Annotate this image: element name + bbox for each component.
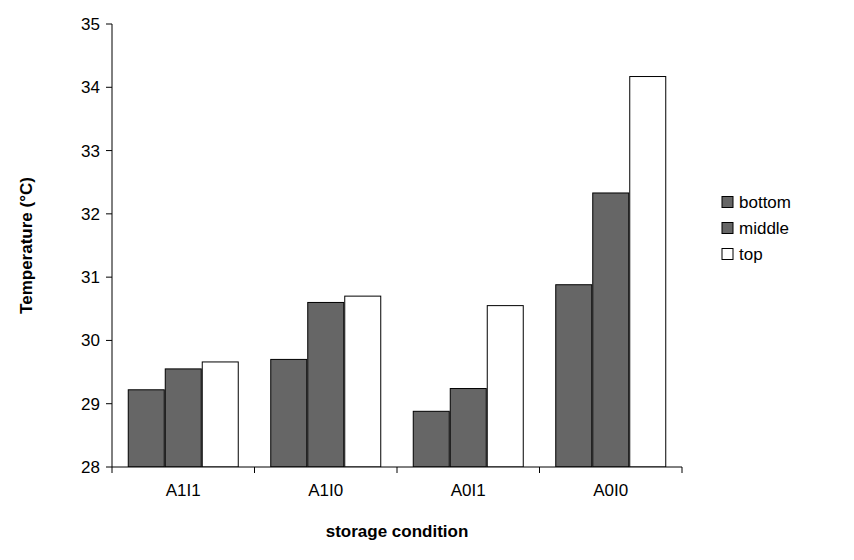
- y-tick: [106, 87, 112, 88]
- bar: [345, 296, 381, 467]
- bar: [413, 411, 449, 467]
- bar: [556, 285, 592, 467]
- y-tick-label: 33: [81, 142, 100, 161]
- legend-label: middle: [739, 219, 789, 238]
- y-tick: [106, 467, 112, 468]
- x-axis-title: storage condition: [326, 522, 469, 541]
- y-tick: [106, 150, 112, 151]
- y-tick: [106, 340, 112, 341]
- y-axis-title: Temperature (°C): [17, 177, 36, 314]
- y-tick-label: 28: [81, 458, 100, 477]
- chart: 28 29 30 31 32 33 34 35 A1I1 A1I0 A0I1 A0I0 storage …: [0, 0, 854, 560]
- x-tick: [682, 467, 683, 473]
- bar: [271, 359, 307, 467]
- x-tick: [539, 467, 540, 473]
- bar: [128, 390, 164, 467]
- bar: [308, 302, 344, 467]
- bar: [450, 389, 486, 467]
- y-tick-label: 34: [81, 78, 100, 97]
- legend-label: top: [739, 245, 763, 264]
- y-tick-label: 30: [81, 331, 100, 350]
- x-tick: [254, 467, 255, 473]
- x-tick-label: A1I0: [308, 481, 343, 500]
- y-tick-label: 32: [81, 205, 100, 224]
- legend-label: bottom: [739, 193, 791, 212]
- y-tick: [106, 24, 112, 25]
- bar: [202, 362, 238, 467]
- x-tick-label: A0I0: [593, 481, 628, 500]
- y-tick: [106, 213, 112, 214]
- bar: [630, 77, 666, 467]
- x-tick: [397, 467, 398, 473]
- y-axis-line: [112, 24, 113, 467]
- bars: [128, 77, 666, 467]
- bar: [165, 369, 201, 467]
- legend-swatch: [722, 197, 733, 208]
- x-tick-label: A0I1: [451, 481, 486, 500]
- bar: [593, 193, 629, 467]
- y-tick-label: 29: [81, 395, 100, 414]
- legend-swatch: [722, 223, 733, 234]
- y-tick: [106, 403, 112, 404]
- y-tick: [106, 277, 112, 278]
- y-tick-label: 31: [81, 268, 100, 287]
- x-tick: [112, 467, 113, 473]
- legend-swatch: [722, 249, 733, 260]
- bar: [487, 306, 523, 467]
- x-tick-label: A1I1: [166, 481, 201, 500]
- y-tick-label: 35: [81, 15, 100, 34]
- legend: bottom middle top: [722, 193, 791, 264]
